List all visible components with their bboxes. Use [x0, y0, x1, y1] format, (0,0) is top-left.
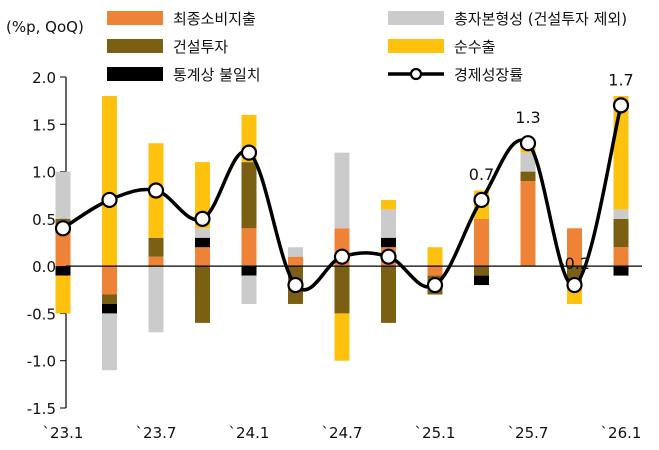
bar-1-1 — [102, 294, 117, 304]
growth-point-10 — [519, 135, 537, 152]
bar-0-3 — [195, 247, 210, 267]
y-tick-label: -1.0 — [27, 353, 56, 371]
bar-0-2 — [148, 256, 164, 267]
growth-point-2 — [147, 182, 165, 199]
growth-point-0 — [54, 220, 72, 237]
bar-3-2 — [148, 266, 164, 333]
y-tick-label: 0.0 — [32, 258, 56, 276]
data-label-11: -0.2 — [559, 254, 590, 273]
legend-swatch-0 — [107, 11, 163, 25]
legend-marker — [409, 67, 423, 81]
y-tick-label: 1.5 — [32, 116, 56, 134]
growth-point-5 — [287, 276, 304, 294]
growth-point-11 — [566, 276, 583, 294]
bar-2-3 — [195, 237, 210, 248]
bar-1-4 — [241, 162, 257, 229]
bar-3-6 — [334, 152, 350, 229]
bar-2-9 — [474, 275, 489, 286]
bar-1-9 — [474, 266, 489, 276]
bar-2-0 — [55, 266, 71, 276]
y-tick-label: 0.5 — [32, 211, 56, 229]
bar-3-7 — [381, 209, 396, 238]
legend-swatch-1 — [107, 39, 163, 53]
bar-3-12 — [613, 209, 629, 219]
data-label-12: 1.7 — [608, 70, 633, 89]
bar-3-3 — [195, 228, 210, 238]
bar-4-0 — [55, 275, 71, 314]
growth-point-7 — [380, 248, 397, 265]
bar-0-4 — [241, 228, 257, 267]
bar-3-4 — [241, 275, 257, 304]
legend-swatch-3 — [388, 11, 444, 25]
bar-0-10 — [520, 181, 536, 267]
data-label-9: 0.7 — [469, 165, 494, 184]
legend-label-2: 통계상 불일치 — [173, 66, 261, 84]
x-tick-label: `24.7 — [322, 424, 363, 442]
growth-point-3 — [194, 210, 211, 227]
bar-4-6 — [334, 313, 350, 361]
bar-0-9 — [474, 218, 489, 267]
bar-0-8 — [427, 266, 443, 276]
bar-1-7 — [381, 266, 396, 323]
bar-0-5 — [288, 256, 303, 267]
data-label-10: 1.3 — [515, 108, 540, 127]
y-tick-label: 1.0 — [32, 164, 56, 182]
bar-0-1 — [102, 266, 117, 295]
bar-2-1 — [102, 303, 117, 314]
growth-point-4 — [240, 144, 258, 161]
x-tick-label: `26.1 — [601, 424, 642, 442]
growth-point-1 — [101, 191, 118, 209]
bar-4-1 — [102, 95, 117, 267]
bar-0-0 — [55, 233, 71, 267]
bar-2-12 — [613, 266, 629, 276]
y-tick-label: 2.0 — [32, 69, 56, 87]
bar-3-0 — [55, 171, 71, 219]
bar-4-8 — [427, 247, 443, 267]
bar-1-3 — [195, 266, 210, 323]
legend-swatch-4 — [388, 39, 444, 53]
legend-label-1: 건설투자 — [173, 38, 228, 56]
bar-3-5 — [288, 247, 303, 257]
x-tick-label: `23.7 — [136, 424, 177, 442]
growth-point-12 — [612, 97, 630, 114]
bar-0-12 — [613, 247, 629, 267]
bar-1-6 — [334, 266, 350, 314]
y-tick-label: -1.5 — [27, 400, 56, 418]
bar-3-10 — [520, 152, 536, 172]
y-tick-label: -0.5 — [27, 305, 56, 323]
bar-2-4 — [241, 266, 257, 276]
legend-label-0: 최종소비지출 — [173, 10, 256, 28]
x-tick-label: `24.1 — [229, 424, 270, 442]
bar-2-7 — [381, 237, 396, 248]
growth-point-6 — [333, 248, 351, 265]
bar-3-1 — [102, 313, 117, 371]
legend-label-5: 경제성장률 — [454, 66, 523, 84]
growth-point-8 — [426, 276, 444, 294]
bar-0-11 — [567, 228, 582, 267]
legend-swatch-2 — [107, 67, 163, 81]
growth-rate-line — [62, 104, 623, 292]
legend-label-3: 총자본형성 (건설투자 제외) — [454, 10, 627, 28]
bar-1-2 — [148, 237, 164, 257]
x-tick-label: `25.1 — [415, 424, 456, 442]
bar-1-10 — [520, 171, 536, 182]
x-tick-label: `23.1 — [43, 424, 84, 442]
growth-point-9 — [473, 191, 490, 209]
bar-4-7 — [381, 199, 396, 210]
legend-label-4: 순수출 — [454, 38, 495, 56]
x-tick-label: `25.7 — [508, 424, 549, 442]
bar-1-12 — [613, 218, 629, 248]
y-axis-label: (%p, QoQ) — [6, 18, 84, 36]
